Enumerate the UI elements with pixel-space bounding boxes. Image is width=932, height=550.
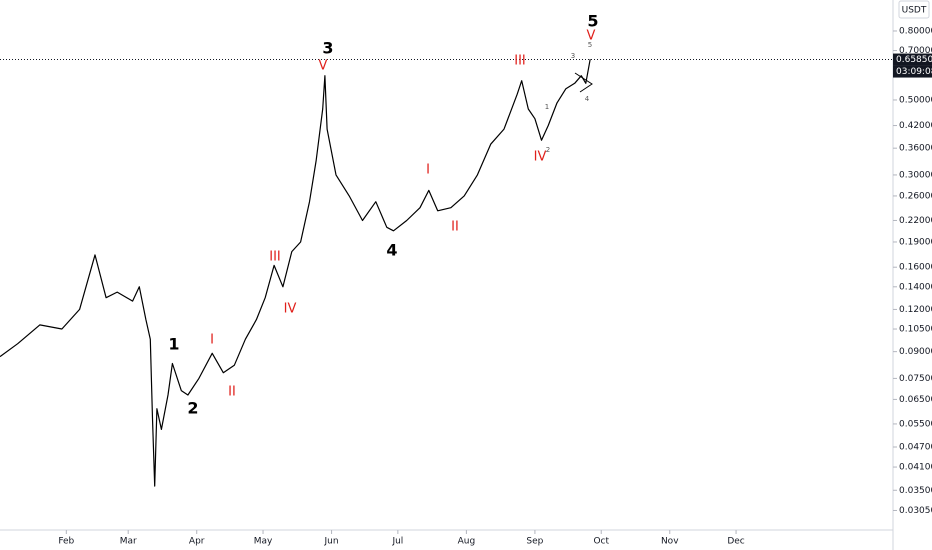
last-price-box: [893, 53, 932, 66]
x-tick-label: Sep: [526, 537, 543, 547]
wave-label: 4: [585, 95, 590, 103]
x-tick-label: Feb: [58, 537, 74, 547]
wave-label: 5: [588, 41, 592, 49]
wave-label: 1: [168, 335, 179, 354]
wave-label: V: [587, 29, 596, 44]
wave-label: 2: [546, 146, 550, 154]
y-tick-label: 0.80000: [899, 26, 932, 36]
x-tick-label: Jun: [324, 537, 339, 547]
wave-label: III: [514, 54, 526, 69]
x-tick-label: May: [254, 537, 273, 547]
last-price-label: 0.65850: [896, 55, 932, 65]
x-tick-label: Dec: [727, 537, 744, 547]
x-tick-label: Aug: [458, 537, 476, 547]
wave-label: 5: [587, 12, 598, 31]
countdown-box: [893, 65, 932, 78]
currency-box: [898, 0, 930, 19]
countdown-label: 03:09:08: [896, 67, 932, 77]
wave-label: 2: [187, 399, 198, 418]
wave-label: IV: [534, 150, 547, 165]
wave-label: III: [269, 250, 281, 265]
x-tick-label: Nov: [661, 537, 679, 547]
wave-label: 4: [386, 241, 397, 260]
wave-label: 3: [322, 39, 333, 58]
x-tick-label: Mar: [120, 537, 137, 547]
wave-label: II: [451, 220, 459, 235]
x-tick-label: Oct: [593, 537, 609, 547]
wave-label: IV: [284, 302, 297, 317]
price-line: [0, 59, 591, 487]
x-tick-label: Jul: [391, 537, 403, 547]
wave-label: V: [319, 59, 328, 74]
wedge-lines: [574, 72, 593, 93]
wave-label: 1: [545, 103, 549, 111]
wave-label: 3: [571, 52, 575, 60]
wave-label: I: [426, 163, 430, 178]
wave-label: II: [228, 385, 236, 400]
currency-label: USDT: [902, 6, 927, 16]
wave-label: I: [210, 333, 214, 348]
x-tick-label: Apr: [189, 537, 205, 547]
